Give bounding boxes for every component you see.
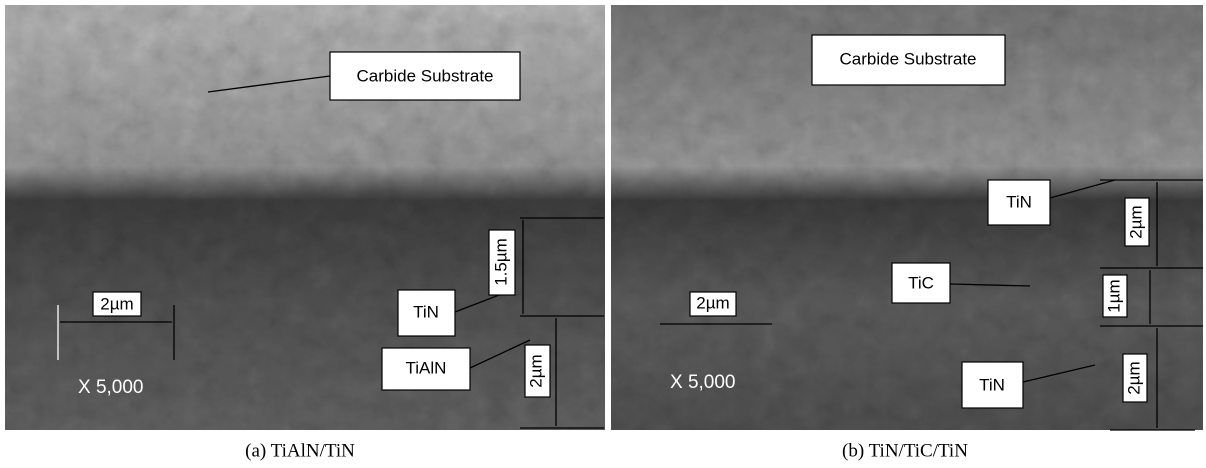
- magnification: X 5,000: [670, 372, 736, 393]
- label: Carbide Substrate: [839, 49, 976, 68]
- label: TiAlN: [406, 358, 447, 377]
- caption: (a) TiAlN/TiN: [245, 440, 355, 461]
- scale-bar-label: 2µm: [696, 293, 729, 312]
- caption: (b) TiN/TiC/TiN: [842, 440, 968, 461]
- label: TiC: [908, 273, 934, 292]
- figure: Carbide Substrate TiN TiAlN 1.5µm 2µm 2µ…: [0, 0, 1206, 468]
- thickness-label: 1µm: [1104, 279, 1123, 312]
- scale-bar-label: 2µm: [100, 294, 133, 313]
- magnification: X 5,000: [78, 377, 144, 398]
- thickness-label: 1.5µm: [491, 238, 510, 286]
- label: TiN: [979, 375, 1005, 394]
- thickness-label: 2µm: [526, 354, 545, 387]
- thickness-label: 2µm: [1126, 205, 1145, 238]
- label: TiN: [1006, 192, 1032, 211]
- label: TiN: [413, 302, 439, 321]
- label: Carbide Substrate: [356, 66, 493, 85]
- thickness-label: 2µm: [1124, 361, 1143, 394]
